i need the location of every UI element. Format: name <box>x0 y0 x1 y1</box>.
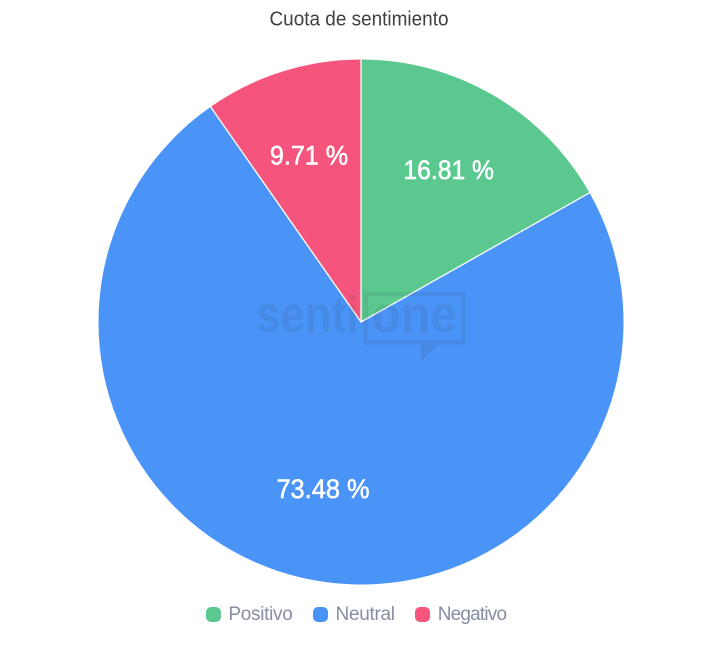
svg-text:Cuota de sentimiento: Cuota de sentimiento <box>270 8 449 31</box>
svg-text:9.71 %: 9.71 % <box>270 141 348 171</box>
svg-text:73.48 %: 73.48 % <box>276 474 369 504</box>
svg-text:16.81 %: 16.81 % <box>403 155 494 185</box>
svg-text:one: one <box>371 286 457 343</box>
svg-text:senti: senti <box>256 286 358 343</box>
